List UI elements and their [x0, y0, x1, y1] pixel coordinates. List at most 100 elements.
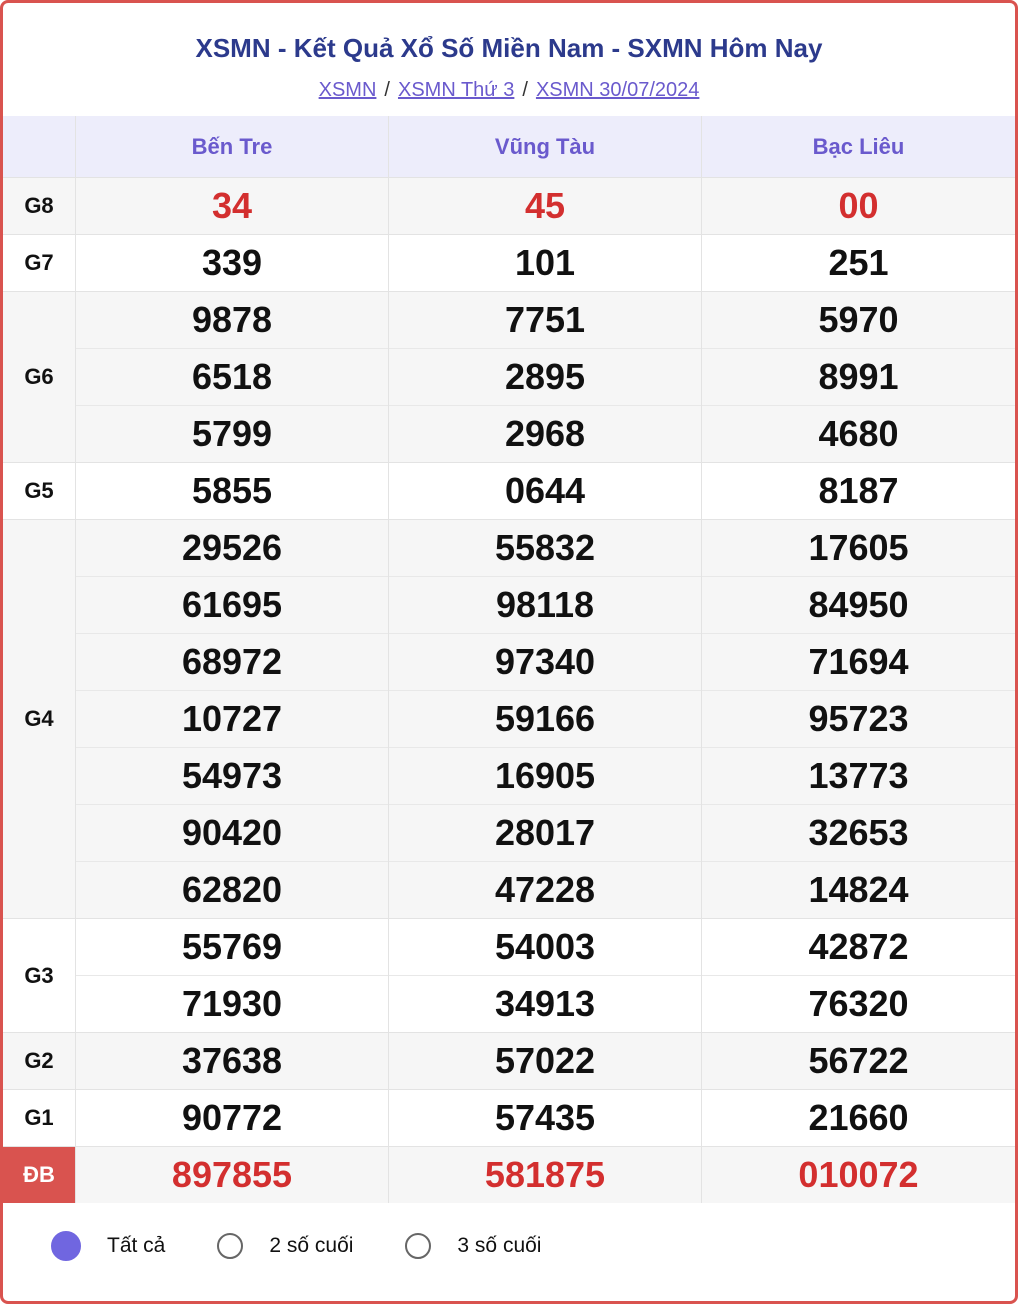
prize-number: 29526: [181, 527, 283, 568]
prize-number: 0644: [504, 470, 586, 511]
prize-number: 59166: [389, 690, 701, 747]
prize-number: 4680: [702, 405, 1015, 462]
prize-number: 897855: [171, 1154, 293, 1195]
prize-cell: 37638: [76, 1033, 389, 1089]
prize-cell: 90772: [76, 1090, 389, 1146]
prize-number: 90772: [181, 1097, 283, 1138]
prize-number: 42872: [808, 926, 909, 967]
prize-number: 71694: [702, 633, 1015, 690]
prize-number: 16905: [389, 747, 701, 804]
prize-number: 45: [524, 185, 566, 226]
breadcrumb-separator: /: [384, 79, 390, 101]
prize-number: 71930: [76, 975, 388, 1032]
filter-label: Tất cả: [107, 1234, 166, 1257]
prize-cell: 42872 76320: [702, 919, 1015, 1032]
breadcrumb-link[interactable]: XSMN Thứ 3: [397, 79, 515, 101]
prize-cell: 010072: [702, 1147, 1015, 1203]
prize-number: 7751: [504, 299, 586, 340]
prize-label: G4: [3, 520, 76, 918]
prize-cell: 101: [389, 235, 702, 291]
prize-number: 76320: [702, 975, 1015, 1032]
prize-label: ĐB: [3, 1147, 76, 1203]
prize-number: 251: [828, 242, 889, 283]
prize-number: 14824: [702, 861, 1015, 918]
prize-cell: 55769 71930: [76, 919, 389, 1032]
prize-cell: 56722: [702, 1033, 1015, 1089]
prize-number: 68972: [76, 633, 388, 690]
filter-option[interactable]: 3 số cuối: [405, 1233, 541, 1259]
filter-option[interactable]: 2 số cuối: [217, 1233, 353, 1259]
province-header: Vũng Tàu: [389, 116, 702, 177]
prize-number: 84950: [702, 576, 1015, 633]
prize-number: 101: [514, 242, 576, 283]
prize-number: 5970: [818, 299, 899, 340]
prize-row: G3 55769 71930 54003 34913 42872 76320: [3, 918, 1015, 1032]
prize-number: 54973: [76, 747, 388, 804]
prize-cell: 57435: [389, 1090, 702, 1146]
prize-number: 32653: [702, 804, 1015, 861]
breadcrumb-link[interactable]: XSMN: [318, 79, 377, 101]
prize-label: G7: [3, 235, 76, 291]
prize-label: G6: [3, 292, 76, 462]
prize-number: 34: [211, 185, 253, 226]
page-title: XSMN - Kết Quả Xổ Số Miền Nam - SXMN Hôm…: [195, 33, 823, 63]
prize-row: ĐB 897855 581875 010072: [3, 1146, 1015, 1203]
prize-cell: 21660: [702, 1090, 1015, 1146]
prize-cell: 7751 2895 2968: [389, 292, 702, 462]
prize-row: G1 90772 57435 21660: [3, 1089, 1015, 1146]
prize-cell: 54003 34913: [389, 919, 702, 1032]
prize-label: G1: [3, 1090, 76, 1146]
prize-cell: 897855: [76, 1147, 389, 1203]
prize-cell: 251: [702, 235, 1015, 291]
prize-number: 56722: [808, 1040, 909, 1081]
breadcrumbs: XSMN / XSMN Thứ 3 / XSMN 30/07/2024: [3, 75, 1015, 105]
prize-number: 17605: [808, 527, 909, 568]
prize-number: 37638: [181, 1040, 283, 1081]
prize-number: 90420: [76, 804, 388, 861]
prize-cell: 45: [389, 178, 702, 234]
prize-cell: 581875: [389, 1147, 702, 1203]
prize-number: 13773: [702, 747, 1015, 804]
prize-number: 34913: [389, 975, 701, 1032]
prize-number: 010072: [798, 1154, 919, 1195]
prize-number: 2968: [389, 405, 701, 462]
prize-number: 00: [838, 185, 879, 226]
prize-cell: 339: [76, 235, 389, 291]
prize-label: G5: [3, 463, 76, 519]
prize-number: 54003: [494, 926, 596, 967]
prize-number: 97340: [389, 633, 701, 690]
breadcrumb-link[interactable]: XSMN 30/07/2024: [535, 79, 700, 101]
filter-label: 3 số cuối: [457, 1234, 542, 1257]
prize-number: 47228: [389, 861, 701, 918]
prize-number: 21660: [808, 1097, 909, 1138]
prize-cell: 57022: [389, 1033, 702, 1089]
prize-cell: 8187: [702, 463, 1015, 519]
prize-number: 95723: [702, 690, 1015, 747]
prize-number: 55769: [181, 926, 283, 967]
prize-label: G8: [3, 178, 76, 234]
prize-row: G5 5855 0644 8187: [3, 462, 1015, 519]
prize-number: 8991: [702, 348, 1015, 405]
prize-number: 6518: [76, 348, 388, 405]
prize-cell: 5855: [76, 463, 389, 519]
filter-options: Tất cả 2 số cuối 3 số cuối: [51, 1231, 593, 1261]
prize-row: G8 34 45 00: [3, 177, 1015, 234]
prize-number: 10727: [76, 690, 388, 747]
province-header: Bạc Liêu: [812, 133, 905, 159]
prize-row: G7 339 101 251: [3, 234, 1015, 291]
prize-cell: 0644: [389, 463, 702, 519]
prize-cell: 17605 84950 71694 95723 13773 32653 14824: [702, 520, 1015, 918]
radio-button[interactable]: [405, 1233, 432, 1259]
radio-button[interactable]: [51, 1231, 81, 1261]
prize-number: 9878: [191, 299, 273, 340]
corner-cell: [3, 116, 76, 177]
prize-number: 5799: [76, 405, 388, 462]
prize-number: 2895: [389, 348, 701, 405]
filter-label: 2 số cuối: [269, 1234, 354, 1257]
breadcrumb-separator: /: [522, 79, 528, 101]
radio-button[interactable]: [217, 1233, 244, 1259]
prize-row: G6 9878 6518 5799 7751 2895 2968 5970 8991 4680: [3, 291, 1015, 462]
filter-option[interactable]: Tất cả: [51, 1231, 165, 1261]
prize-number: 339: [201, 242, 263, 283]
